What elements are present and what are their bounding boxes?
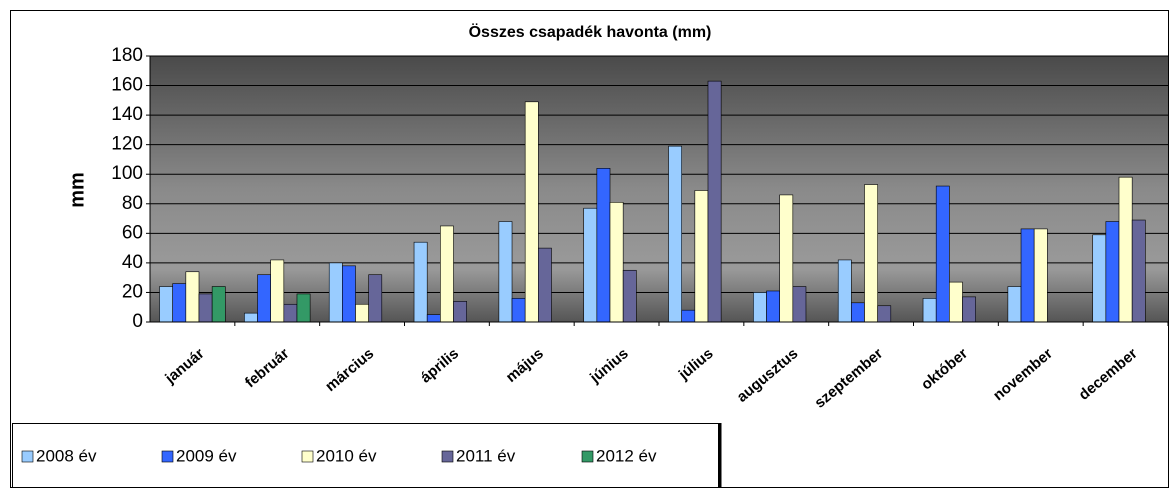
y-tick-label: 140 [111, 104, 143, 125]
bar [583, 207, 598, 323]
chart-title: Összes csapadék havonta (mm) [469, 22, 712, 41]
bar [922, 298, 937, 323]
bar [877, 305, 892, 323]
bar [342, 265, 356, 323]
bar [426, 314, 441, 323]
bar [524, 101, 539, 323]
bar [283, 303, 298, 323]
bar [211, 286, 226, 323]
bar [498, 221, 513, 323]
legend-box [12, 423, 719, 488]
y-tick-label: 100 [111, 163, 143, 184]
bar [837, 259, 852, 323]
bar [244, 312, 258, 323]
bar [596, 168, 611, 323]
y-tick-label: 60 [122, 222, 143, 243]
bar [1131, 219, 1146, 323]
bar [511, 298, 526, 323]
bar [413, 241, 428, 323]
bar [538, 247, 552, 323]
bar [1118, 176, 1133, 323]
bar [198, 293, 213, 323]
bar [270, 259, 285, 323]
bar [779, 194, 794, 323]
bar [296, 293, 311, 323]
y-tick-label: 80 [122, 193, 143, 214]
bar [159, 286, 173, 323]
y-tick-label: 180 [111, 45, 143, 66]
bar [962, 296, 976, 323]
legend-label: 2008 év [36, 446, 97, 465]
legend-label: 2009 év [176, 446, 237, 465]
bar [172, 283, 187, 323]
bar [257, 274, 271, 323]
bar [707, 80, 722, 323]
bar [1007, 286, 1022, 323]
bar [681, 309, 696, 323]
plot-background [150, 56, 1168, 322]
bar [668, 145, 682, 323]
bar [753, 292, 767, 323]
legend-label: 2010 év [316, 446, 377, 465]
bar [609, 202, 624, 323]
bar [1020, 228, 1035, 323]
legend-swatch [161, 450, 174, 463]
legend-label: 2012 év [596, 446, 657, 465]
bar [1105, 221, 1120, 323]
bar [453, 301, 467, 323]
bar [440, 225, 454, 323]
legend-swatch [581, 450, 594, 463]
y-axis-label: mm [66, 172, 88, 208]
legend-swatch [301, 450, 314, 463]
bar [1033, 228, 1048, 323]
y-tick-label: 160 [111, 75, 143, 96]
legend-swatch [21, 450, 34, 463]
bar [694, 190, 709, 323]
bar [851, 302, 865, 323]
y-tick-label: 40 [122, 252, 143, 273]
bar [766, 290, 780, 323]
y-tick-label: 0 [132, 311, 143, 332]
legend-label: 2011 év [456, 446, 516, 465]
bar [368, 274, 383, 323]
bar [355, 303, 369, 323]
bar [185, 271, 200, 323]
bar [328, 262, 343, 323]
bar [622, 269, 637, 323]
legend-swatch [441, 450, 454, 463]
y-tick-label: 20 [122, 281, 143, 302]
bar [949, 281, 963, 323]
bar [792, 286, 807, 323]
bar [864, 184, 878, 323]
bar [935, 185, 950, 323]
y-tick-label: 120 [111, 134, 143, 155]
bar [1092, 234, 1107, 323]
